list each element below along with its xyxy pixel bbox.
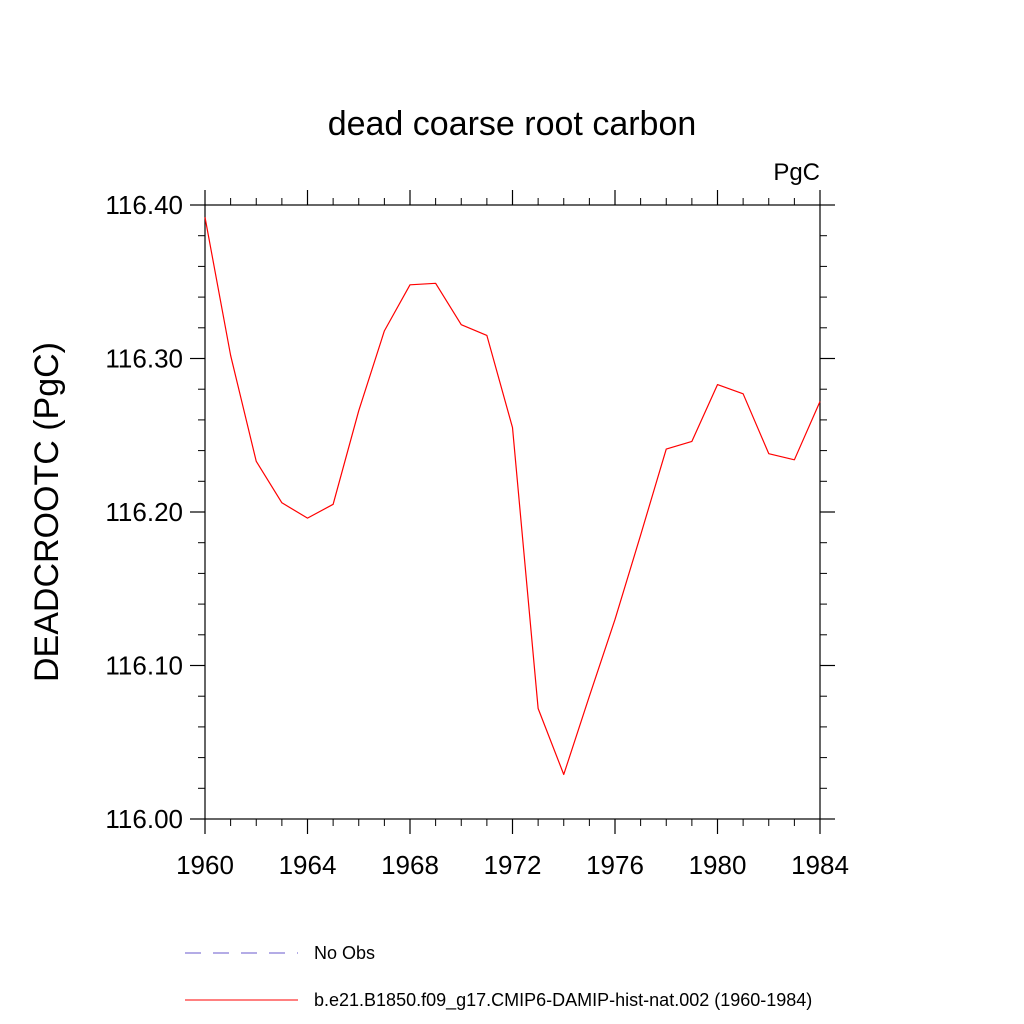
x-tick-label: 1984 (791, 850, 849, 880)
legend-label-no-obs: No Obs (314, 943, 375, 963)
series-line (204, 217, 821, 776)
axis-tick-labels: 1960 1964 1968 1972 1976 1980 1984 116.00 116.10… (105, 190, 849, 880)
chart-title: dead coarse root carbon (328, 105, 697, 143)
axis-ticks (190, 190, 835, 834)
units-label: PgC (773, 159, 820, 186)
x-tick-label: 1960 (176, 850, 234, 880)
legend: No Obs b.e21.B1850.f09_g17.CMIP6-DAMIP-h… (185, 943, 812, 1011)
y-tick-label: 116.10 (105, 651, 183, 681)
x-tick-label: 1972 (484, 850, 542, 880)
y-tick-label: 116.00 (105, 804, 183, 834)
y-tick-label: 116.40 (105, 190, 183, 220)
y-tick-label: 116.20 (105, 497, 183, 527)
series-layer (204, 217, 821, 776)
x-tick-label: 1968 (381, 850, 439, 880)
x-tick-label: 1980 (689, 850, 747, 880)
y-axis-label: DEADCROOTC (PgC) (28, 342, 66, 682)
y-tick-label: 116.30 (105, 344, 183, 374)
x-tick-label: 1976 (586, 850, 644, 880)
legend-label-model: b.e21.B1850.f09_g17.CMIP6-DAMIP-hist-nat… (314, 990, 812, 1011)
x-tick-label: 1964 (279, 850, 337, 880)
